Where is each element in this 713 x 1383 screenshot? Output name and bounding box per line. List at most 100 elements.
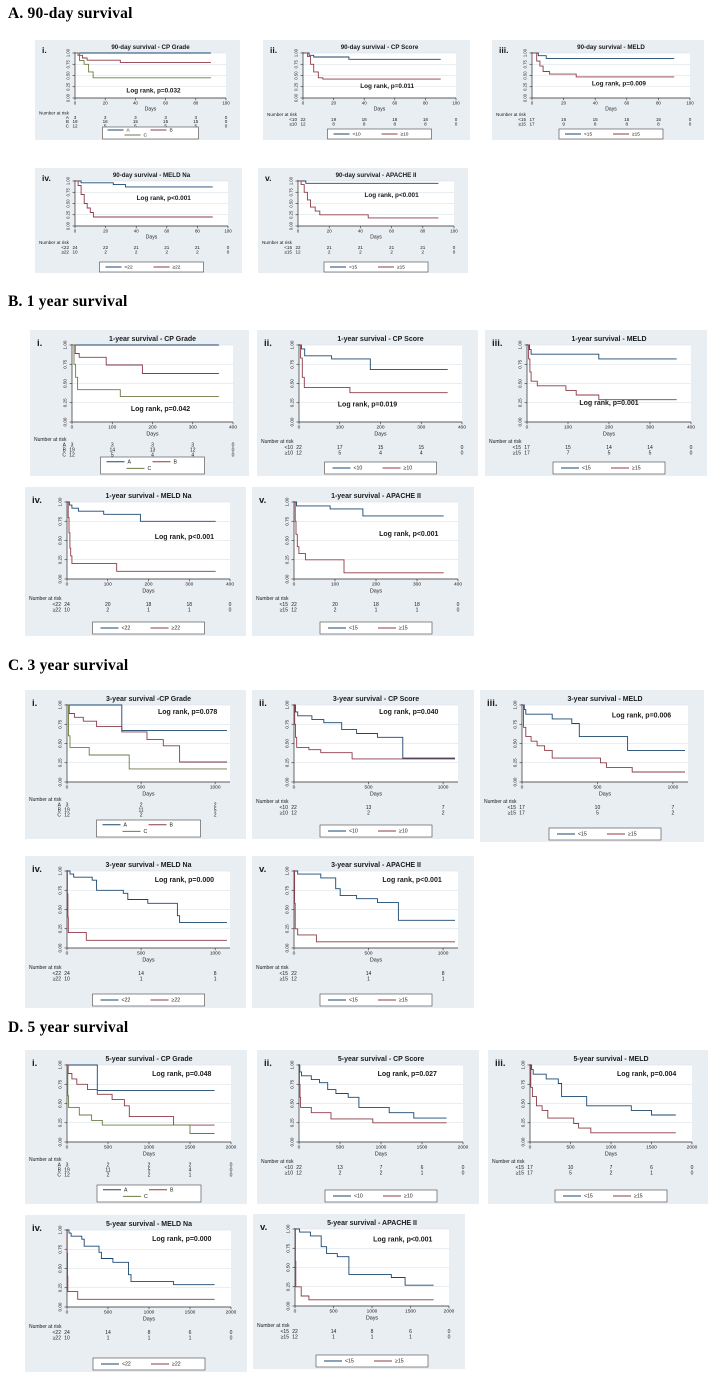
x-axis-label: Days xyxy=(375,1152,388,1158)
risk-value: 20 xyxy=(332,602,338,608)
risk-row-label: <15 xyxy=(516,1165,525,1171)
risk-value: 15 xyxy=(624,117,630,122)
logrank-label: Log rank, p=0.000 xyxy=(155,877,214,884)
risk-value: 0 xyxy=(689,122,692,127)
x-tick-label: 200 xyxy=(372,582,380,588)
risk-value: 14 xyxy=(109,448,115,454)
x-tick-label: 0 xyxy=(526,425,529,431)
risk-value: 2 xyxy=(166,250,169,255)
x-tick-label: 100 xyxy=(686,101,694,106)
risk-value: 1 xyxy=(188,608,191,614)
x-axis-label: Days xyxy=(143,1152,156,1158)
risk-value: 15 xyxy=(593,117,599,122)
y-tick-label: 0.50 xyxy=(521,1099,526,1108)
y-tick-label: 0.50 xyxy=(58,1099,63,1108)
chart-title: 5-year survival - MELD Na xyxy=(106,1221,192,1228)
x-tick-label: 1500 xyxy=(417,1145,428,1151)
risk-value: 1 xyxy=(214,977,217,983)
risk-value: 21 xyxy=(420,245,426,250)
risk-row-label: C xyxy=(66,123,70,128)
risk-row-label: ≥22 xyxy=(53,1336,62,1342)
panel-index-label: ii. xyxy=(270,45,277,55)
risk-value: 3 xyxy=(195,115,198,120)
y-tick-label: 1.00 xyxy=(66,48,71,57)
x-tick-label: 300 xyxy=(417,425,425,431)
risk-row-label: <15 xyxy=(508,805,517,811)
legend-label: A xyxy=(124,822,128,828)
x-tick-label: 40 xyxy=(134,229,139,234)
section-heading-1year: B. 1 year survival xyxy=(8,293,128,310)
risk-value: 21 xyxy=(358,245,364,250)
survival-curve-<15 xyxy=(294,870,455,921)
y-tick-label: 1.00 xyxy=(523,48,528,57)
risk-value: 12 xyxy=(291,811,297,817)
y-tick-label: 0.25 xyxy=(294,82,299,91)
chart-title: 90-day survival - MELD Na xyxy=(113,172,191,179)
y-tick-label: 0.25 xyxy=(66,82,71,91)
section-heading-90day: A. 90-day survival xyxy=(8,5,133,22)
x-tick-label: 0 xyxy=(521,785,524,791)
risk-row-label: ≥15 xyxy=(280,608,289,614)
risk-value: 3 xyxy=(66,1163,69,1169)
legend-label: ≥22 xyxy=(172,998,181,1004)
risk-value: 2 xyxy=(107,1173,110,1179)
legend-box xyxy=(99,261,204,273)
x-tick-label: 1000 xyxy=(438,785,449,791)
chart-title: 90-day survival - MELD xyxy=(577,44,645,51)
y-tick-label: 0.50 xyxy=(58,1264,63,1273)
risk-value: 2 xyxy=(135,250,138,255)
x-axis-label: Days xyxy=(142,792,155,798)
y-tick-label: 0.00 xyxy=(518,417,523,426)
y-tick-label: 0.50 xyxy=(289,199,294,208)
risk-value: 0 xyxy=(448,1329,451,1335)
risk-value: 2 xyxy=(367,811,370,817)
y-tick-label: 0.50 xyxy=(290,379,295,388)
chart-title: 3-year survival - APACHE II xyxy=(331,862,421,869)
risk-value: 15 xyxy=(656,117,662,122)
risk-value: 22 xyxy=(296,1165,302,1171)
y-tick-label: 0.75 xyxy=(523,60,528,69)
risk-value: 8 xyxy=(657,122,660,127)
risk-value: 18 xyxy=(186,602,192,608)
x-tick-label: 40 xyxy=(358,229,363,234)
risk-value: 21 xyxy=(134,245,140,250)
y-tick-label: 0.75 xyxy=(513,719,518,728)
panel-index-label: v. xyxy=(259,495,266,506)
survival-curve-<15 xyxy=(298,180,439,184)
y-tick-label: 0.75 xyxy=(521,1079,526,1088)
logrank-label: Log rank, p=0.027 xyxy=(378,1071,437,1078)
risk-value: 2 xyxy=(380,1171,383,1177)
risk-value: 10 xyxy=(64,608,70,614)
legend-box xyxy=(96,819,201,838)
survival-curve-≥10 xyxy=(299,344,448,394)
risk-value: 0 xyxy=(690,451,693,457)
panel-index-label: v. xyxy=(260,1222,267,1233)
y-tick-label: 1.00 xyxy=(58,497,63,506)
y-tick-label: 0.00 xyxy=(66,93,71,102)
risk-value: 2 xyxy=(107,1163,110,1169)
x-axis-label: Days xyxy=(142,589,155,595)
legend-label: <10 xyxy=(354,1194,363,1200)
risk-value: 22 xyxy=(291,971,297,977)
y-tick-label: 0.25 xyxy=(285,555,290,564)
legend-label: ≥10 xyxy=(404,1194,413,1200)
x-axis-label: Days xyxy=(366,1316,379,1322)
risk-value: 5 xyxy=(608,451,611,457)
y-tick-label: 1.00 xyxy=(58,866,63,875)
risk-value: 2 xyxy=(339,1171,342,1177)
panel-index-label: iv. xyxy=(32,495,42,506)
risk-value: 1 xyxy=(442,977,445,983)
panel-index-label: iv. xyxy=(32,1223,42,1234)
risk-value: 21 xyxy=(195,245,201,250)
chart-title: 3-year survival - MELD xyxy=(567,696,642,703)
risk-value: 1 xyxy=(409,1335,412,1341)
y-tick-label: 0.00 xyxy=(523,93,528,102)
risk-row-label: <15 xyxy=(280,602,289,608)
risk-row-label: <15 xyxy=(513,445,522,451)
km-chart: v. 5-year survival - APACHE II 0.00 0.25 0.5… xyxy=(257,1220,455,1368)
risk-value: 3 xyxy=(151,443,154,449)
legend-label: ≥15 xyxy=(399,998,408,1004)
x-tick-label: 100 xyxy=(336,425,344,431)
x-tick-label: 2000 xyxy=(458,1145,469,1151)
x-axis-label: Days xyxy=(370,235,382,241)
